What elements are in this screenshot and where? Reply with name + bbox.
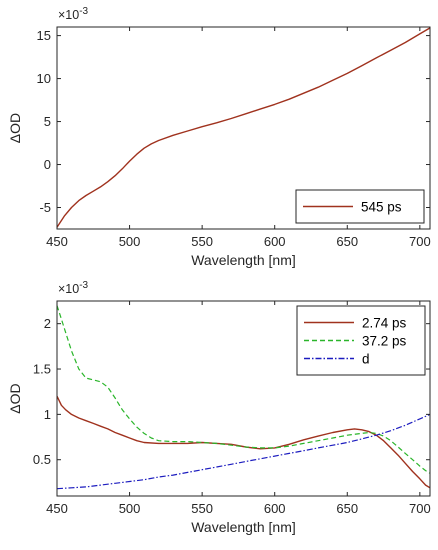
x-tick-label: 500 [119,234,141,249]
y-multiplier: ×10-3 [58,6,89,22]
legend-box [296,305,426,376]
series-group [57,27,430,228]
y-tick-label: 10 [37,71,51,86]
y-tick-label: 1 [44,407,51,422]
x-tick-label: 550 [191,501,213,516]
series-line-1 [57,27,430,228]
x-tick-label: 650 [336,501,358,516]
series-line-1 [57,395,430,489]
legend: 545 ps [295,189,425,224]
y-tick-label: 1.5 [33,362,51,377]
y-axis-label: ΔOD [7,113,23,143]
x-tick-label: 450 [46,234,68,249]
axes-box [56,26,431,230]
x-tick-label: 600 [264,501,286,516]
top-chart-panel: 450 500 550 600 650 700 -5 0 5 10 15 Wavelength [nm… [7,6,431,268]
series-group [57,305,430,490]
x-tick-label: 650 [336,234,358,249]
x-tick-label: 700 [409,234,431,249]
axes-box [56,300,431,497]
x-tick-label: 500 [119,501,141,516]
legend: 2.74 ps 37.2 ps d [296,305,426,376]
series-line-2 [57,305,430,474]
x-tick-label: 450 [46,501,68,516]
y-tick-label: 2 [44,316,51,331]
y-axis-label: ΔOD [7,383,23,413]
y-tick-label: 0.5 [33,452,51,467]
y-tick-label: 15 [37,28,51,43]
x-tick-label: 700 [409,501,431,516]
series-line-3 [57,413,430,490]
x-tick-label: 550 [191,234,213,249]
legend-label-2: 37.2 ps [362,334,407,349]
y-multiplier: ×10-3 [58,280,89,296]
y-tick-label: 0 [44,157,51,172]
y-tick-label: 5 [44,114,51,129]
x-tick-label: 600 [264,234,286,249]
y-tick-label: -5 [39,200,51,215]
legend-label-1: 2.74 ps [362,316,407,331]
bottom-chart-panel: 450 500 550 600 650 700 0.5 1 1.5 2 Wavelength [nm… [7,280,431,535]
x-axis-label: Wavelength [nm] [191,519,296,535]
legend-label-3: d [362,352,370,367]
x-axis-label: Wavelength [nm] [191,252,296,268]
legend-label-1: 545 ps [361,200,402,215]
